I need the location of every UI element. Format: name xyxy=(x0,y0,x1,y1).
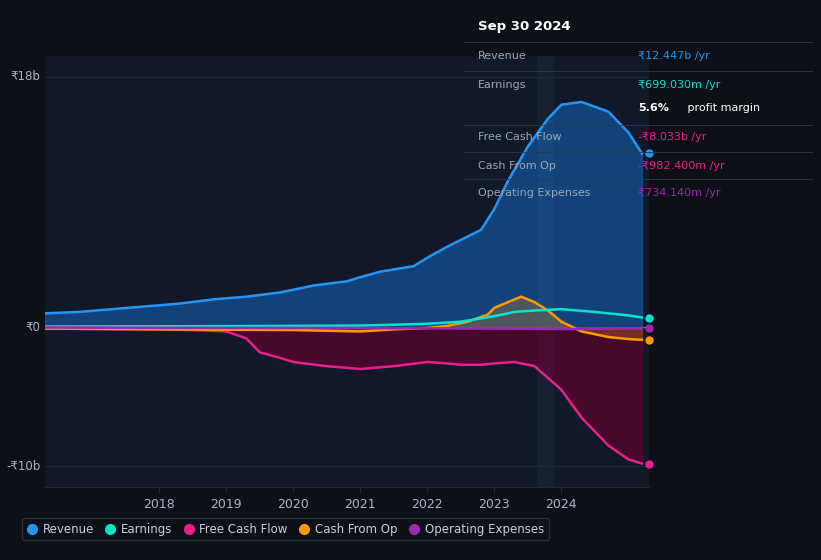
Text: ₹12.447b /yr: ₹12.447b /yr xyxy=(639,50,710,60)
Text: Earnings: Earnings xyxy=(478,80,526,90)
Text: Revenue: Revenue xyxy=(478,50,526,60)
Text: ₹699.030m /yr: ₹699.030m /yr xyxy=(639,80,721,90)
Legend: Revenue, Earnings, Free Cash Flow, Cash From Op, Operating Expenses: Revenue, Earnings, Free Cash Flow, Cash … xyxy=(22,518,548,540)
Text: profit margin: profit margin xyxy=(684,103,759,113)
Text: 5.6%: 5.6% xyxy=(639,103,669,113)
Text: ₹734.140m /yr: ₹734.140m /yr xyxy=(639,188,721,198)
Text: Free Cash Flow: Free Cash Flow xyxy=(478,132,562,142)
Text: ₹0: ₹0 xyxy=(25,321,40,334)
Text: -₹982.400m /yr: -₹982.400m /yr xyxy=(639,161,725,171)
Text: Operating Expenses: Operating Expenses xyxy=(478,188,590,198)
Text: -₹8.033b /yr: -₹8.033b /yr xyxy=(639,132,707,142)
Text: Sep 30 2024: Sep 30 2024 xyxy=(478,20,571,33)
Text: Cash From Op: Cash From Op xyxy=(478,161,556,171)
Text: ₹18b: ₹18b xyxy=(11,71,40,83)
Text: -₹10b: -₹10b xyxy=(6,460,40,473)
